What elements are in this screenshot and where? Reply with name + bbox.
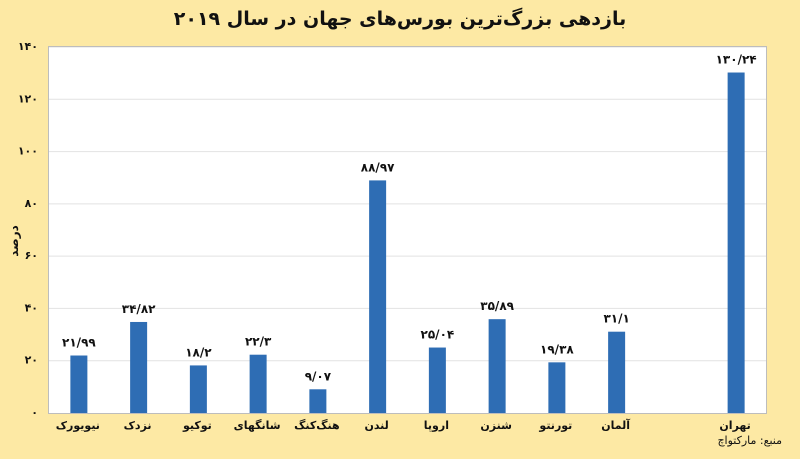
bar — [249, 354, 267, 413]
bar — [70, 355, 88, 413]
x-category-label: لندن — [364, 419, 388, 432]
plot-area: ۲۱/۹۹ ۳۴/۸۲ ۱۸/۲ ۲۲/۳ ۹/۰۷ ۸۸/۹۷ ۲۵/۰۴ ۳۵/۸۹ ۱۹/… — [48, 46, 767, 414]
bar — [369, 180, 387, 413]
source-note: منبع: مارکتواچ — [717, 434, 782, 447]
data-label: ۱۸/۲ — [185, 345, 212, 359]
x-category-label: شانگهای — [234, 419, 281, 432]
x-category-label: آلمان — [601, 418, 630, 432]
x-category-label: هنگ‌کنگ — [294, 418, 340, 432]
y-tick-label: ۸۰ — [25, 197, 38, 210]
data-label: ۳۴/۸۲ — [122, 302, 156, 316]
bar-chart: ۲۱/۹۹ ۳۴/۸۲ ۱۸/۲ ۲۲/۳ ۹/۰۷ ۸۸/۹۷ ۲۵/۰۴ ۳۵/۸۹ ۱۹/… — [49, 47, 766, 413]
x-category-label: تهران — [719, 419, 750, 432]
y-tick-label: ۱۲۰ — [18, 92, 38, 105]
data-label: ۱۹/۳۸ — [540, 342, 574, 356]
y-tick-label: ۶۰ — [25, 249, 38, 262]
x-category-label: تورنتو — [538, 419, 572, 432]
chart-title: بازدهی بزرگ‌ترین بورس‌های جهان در سال ۲۰… — [173, 8, 627, 30]
x-category-label: توکیو — [182, 419, 212, 432]
bar — [608, 331, 626, 413]
bar — [428, 347, 446, 413]
bar — [548, 362, 566, 413]
y-axis-label: درصد — [7, 225, 21, 257]
y-tick-label: ۲۰ — [25, 354, 38, 367]
y-tick-label: ۱۴۰ — [18, 40, 38, 53]
data-label: ۸۸/۹۷ — [361, 160, 395, 174]
data-label: ۱۳۰/۲۴ — [716, 53, 757, 67]
y-tick-label: ۰ — [31, 406, 38, 419]
bar — [727, 72, 745, 413]
bar — [488, 319, 506, 413]
data-label: ۳۵/۸۹ — [480, 299, 514, 313]
data-label: ۲۱/۹۹ — [62, 336, 96, 350]
bar — [189, 365, 207, 413]
x-category-label: اروپا — [424, 419, 449, 432]
x-category-label: شنزن — [480, 419, 512, 432]
data-label: ۲۵/۰۴ — [421, 328, 455, 342]
data-label: ۹/۰۷ — [305, 369, 332, 383]
data-label: ۲۲/۳ — [245, 335, 272, 349]
data-label: ۳۱/۱ — [603, 312, 629, 326]
x-category-label: نیویورک — [56, 419, 100, 432]
bar — [130, 321, 148, 413]
y-tick-label: ۴۰ — [25, 301, 38, 314]
x-category-label: نزدک — [124, 419, 152, 432]
y-tick-label: ۱۰۰ — [18, 145, 38, 158]
bar — [309, 389, 327, 413]
